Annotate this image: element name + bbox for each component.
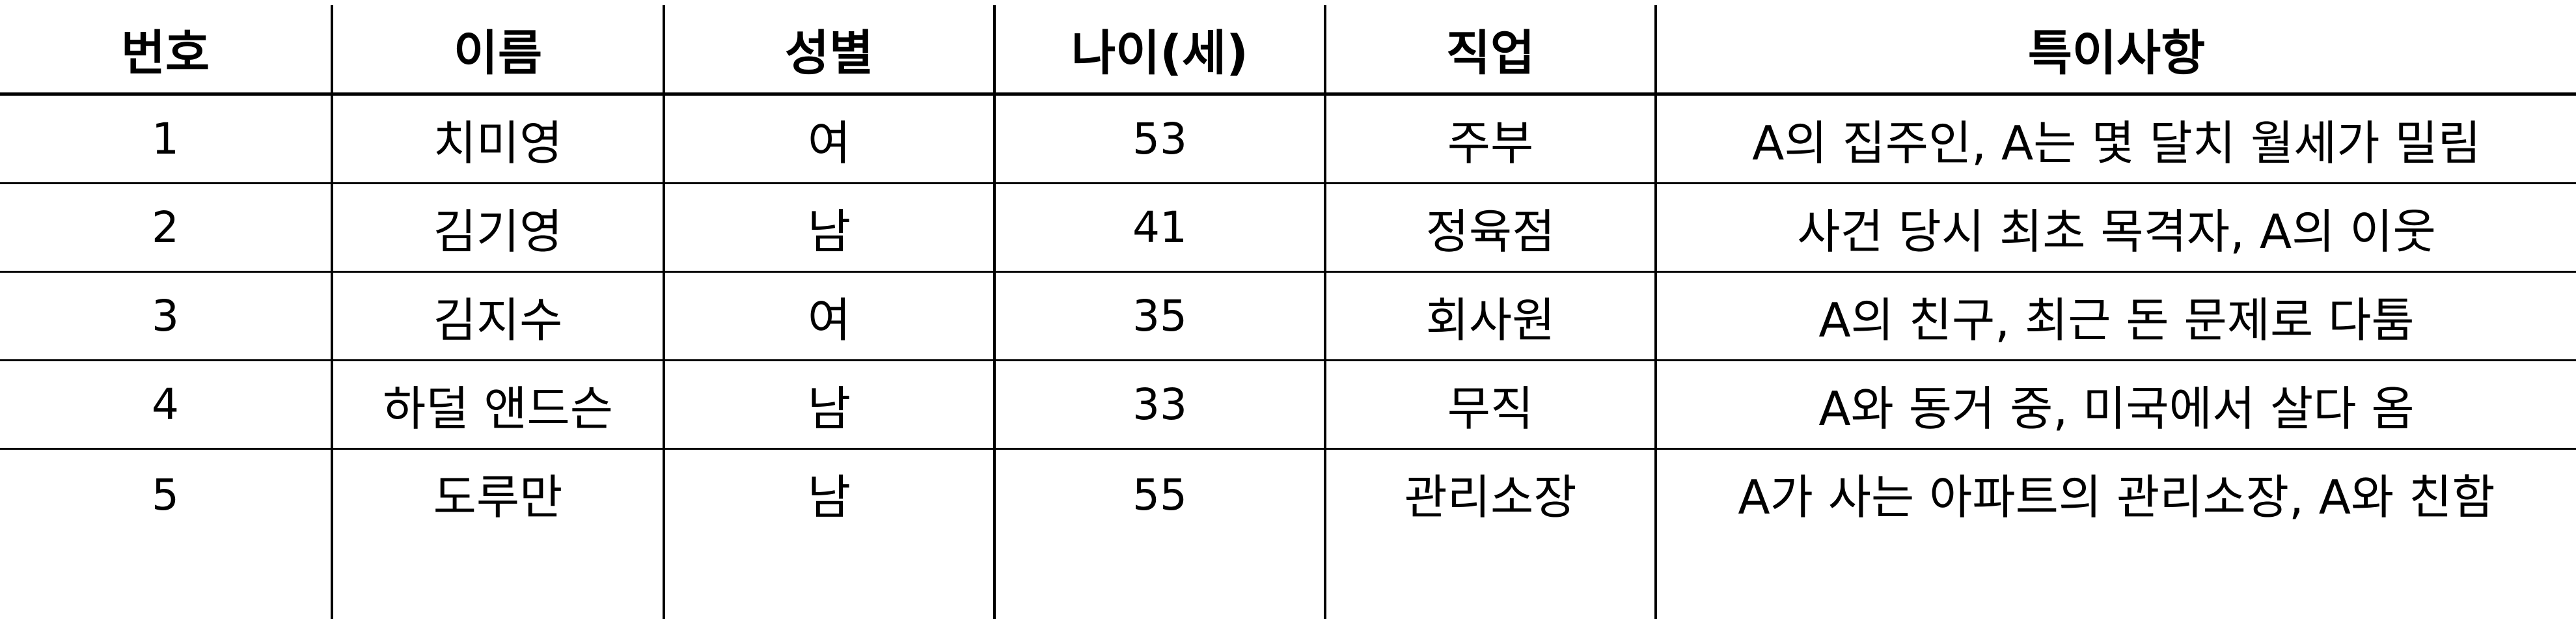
- cell-job: 회사원: [1325, 272, 1656, 361]
- cell-number: 5: [0, 449, 332, 619]
- header-row: 번호 이름 성별 나이(세) 직업 특이사항: [0, 5, 2576, 94]
- table-row: 4 하덜 앤드슨 남 33 무직 A와 동거 중, 미국에서 살다 옴: [0, 361, 2576, 449]
- table-row: 5 도루만 남 55 관리소장 A가 사는 아파트의 관리소장, A와 친함: [0, 449, 2576, 619]
- cell-gender: 여: [664, 272, 994, 361]
- header-notes: 특이사항: [1656, 5, 2576, 94]
- table-row: 2 김기영 남 41 정육점 사건 당시 최초 목격자, A의 이웃: [0, 184, 2576, 272]
- cell-notes: A가 사는 아파트의 관리소장, A와 친함: [1656, 449, 2576, 619]
- cell-name: 하덜 앤드슨: [332, 361, 664, 449]
- header-number: 번호: [0, 5, 332, 94]
- cell-gender: 남: [664, 449, 994, 619]
- cell-job: 주부: [1325, 94, 1656, 184]
- cell-notes: 사건 당시 최초 목격자, A의 이웃: [1656, 184, 2576, 272]
- cell-name: 도루만: [332, 449, 664, 619]
- cell-number: 2: [0, 184, 332, 272]
- table-row: 3 김지수 여 35 회사원 A의 친구, 최근 돈 문제로 다툼: [0, 272, 2576, 361]
- table-row: 1 치미영 여 53 주부 A의 집주인, A는 몇 달치 월세가 밀림: [0, 94, 2576, 184]
- header-gender: 성별: [664, 5, 994, 94]
- header-job: 직업: [1325, 5, 1656, 94]
- cell-job: 정육점: [1325, 184, 1656, 272]
- cell-gender: 남: [664, 361, 994, 449]
- cell-notes: A의 집주인, A는 몇 달치 월세가 밀림: [1656, 94, 2576, 184]
- cell-job: 무직: [1325, 361, 1656, 449]
- cell-number: 4: [0, 361, 332, 449]
- cell-name: 김지수: [332, 272, 664, 361]
- people-table: 번호 이름 성별 나이(세) 직업 특이사항 1 치미영 여 53 주부 A의 …: [0, 5, 2576, 619]
- cell-age: 41: [994, 184, 1325, 272]
- cell-gender: 여: [664, 94, 994, 184]
- cell-age: 55: [994, 449, 1325, 619]
- cell-notes: A의 친구, 최근 돈 문제로 다툼: [1656, 272, 2576, 361]
- cell-number: 3: [0, 272, 332, 361]
- header-age: 나이(세): [994, 5, 1325, 94]
- cell-age: 35: [994, 272, 1325, 361]
- cell-gender: 남: [664, 184, 994, 272]
- cell-age: 33: [994, 361, 1325, 449]
- cell-job: 관리소장: [1325, 449, 1656, 619]
- cell-notes: A와 동거 중, 미국에서 살다 옴: [1656, 361, 2576, 449]
- cell-name: 치미영: [332, 94, 664, 184]
- header-name: 이름: [332, 5, 664, 94]
- cell-number: 1: [0, 94, 332, 184]
- cell-age: 53: [994, 94, 1325, 184]
- cell-name: 김기영: [332, 184, 664, 272]
